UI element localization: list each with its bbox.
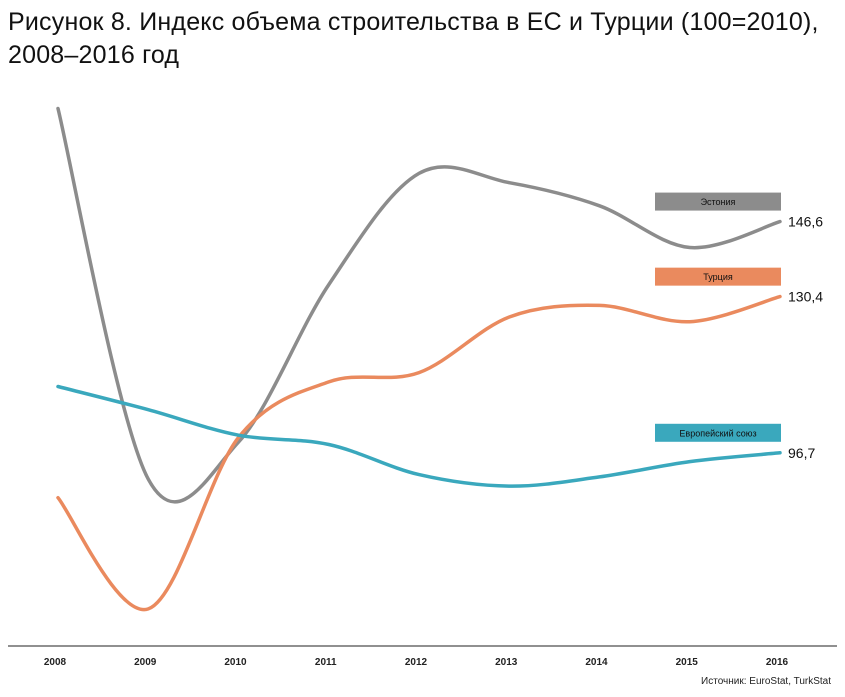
chart-title: Рисунок 8. Индекс объема строительства в…: [8, 8, 819, 69]
series-1-line: [56, 294, 782, 612]
series-2-line: [56, 384, 782, 488]
x-tick-label-2010: 2010: [224, 657, 247, 668]
x-tick-labels: 2008 2009 2010 2011 2012 2013 2014 2015 2016: [44, 657, 789, 668]
series-2-legend-tag: Европейский союз: [655, 423, 781, 442]
series-1-legend-label: Турция: [703, 272, 733, 282]
series-2-legend-swatch: [655, 423, 781, 442]
series-2-end-value: 96,7: [788, 445, 815, 461]
source-note: Источник: EuroStat, TurkStat: [701, 676, 831, 687]
series-1-legend-swatch: [655, 267, 781, 286]
x-tick-label-2009: 2009: [134, 657, 157, 668]
x-tick-label-2014: 2014: [585, 657, 608, 668]
x-tick-label-2012: 2012: [405, 657, 428, 668]
x-tick-label-2016: 2016: [766, 657, 789, 668]
series-0-legend-label: Эстония: [701, 197, 736, 207]
x-tick-label-2015: 2015: [676, 657, 699, 668]
series-1-legend-tag: Турция: [655, 267, 781, 286]
series-0-legend-tag: Эстония: [655, 192, 781, 211]
series-1-end-value: 130,4: [788, 289, 823, 305]
series-2-legend-label: Европейский союз: [679, 428, 756, 438]
series-0-line: [56, 106, 782, 504]
x-tick-label-2008: 2008: [44, 657, 67, 668]
series-0-legend-swatch: [655, 192, 781, 211]
end-value-labels: 146,6 130,4 96,7: [788, 214, 823, 461]
series-lines: [56, 106, 782, 612]
x-tick-label-2013: 2013: [495, 657, 518, 668]
series-0-end-value: 146,6: [788, 214, 823, 230]
x-tick-label-2011: 2011: [315, 657, 337, 668]
legend: Эстония Турция Европейский союз: [655, 192, 781, 442]
